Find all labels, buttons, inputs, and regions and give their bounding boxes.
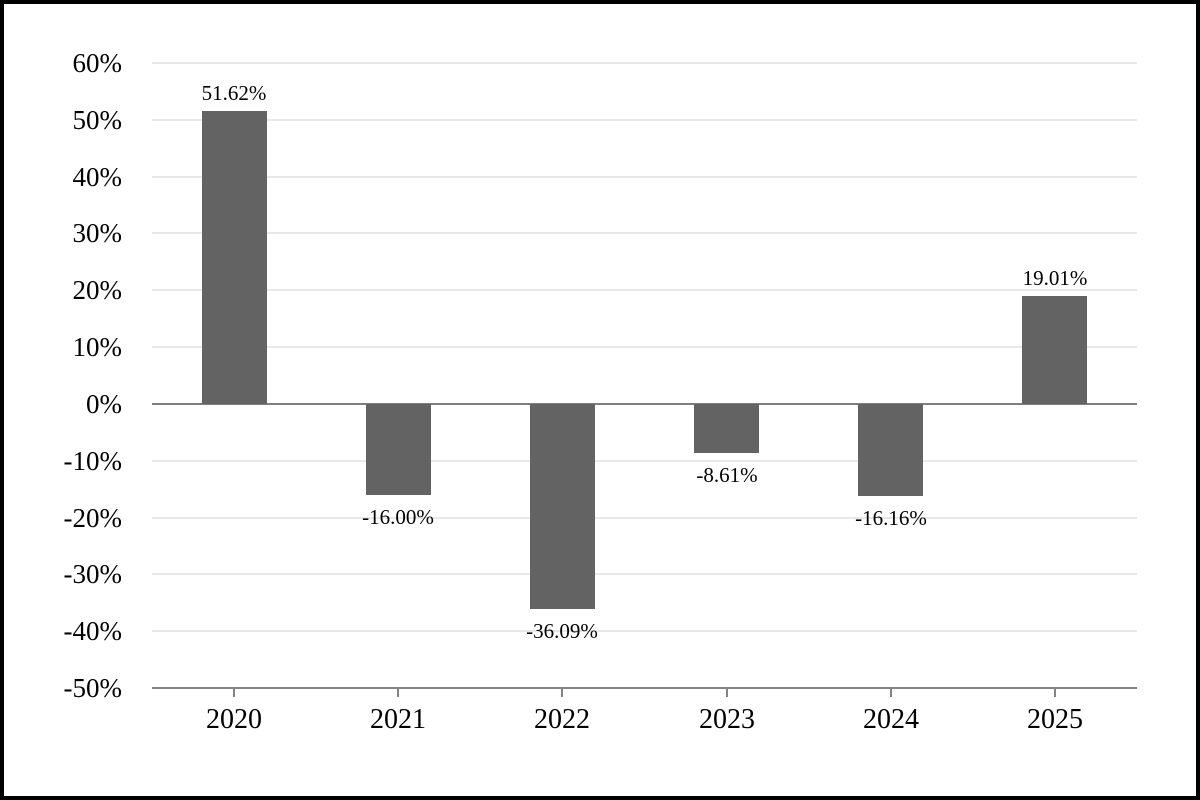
bar (530, 404, 595, 609)
bar-data-label: -8.61% (696, 463, 758, 487)
bar-data-label: -16.00% (362, 505, 434, 529)
x-axis-category-label: 2025 (1027, 704, 1083, 735)
bar-data-label: 51.62% (201, 81, 267, 105)
gridline (152, 630, 1137, 632)
zero-axis-line (152, 403, 1137, 405)
x-axis-category-label: 2022 (534, 704, 590, 735)
x-axis-tick-mark (397, 688, 399, 697)
gridline (152, 573, 1137, 575)
y-axis-tick-label: 50% (72, 105, 123, 135)
gridline (152, 346, 1137, 348)
bar (366, 404, 431, 495)
y-axis-tick-label: 60% (72, 48, 123, 78)
x-axis-tick-mark (890, 688, 892, 697)
x-axis-tick-mark (561, 688, 563, 697)
y-axis-tick-label: -40% (63, 616, 122, 646)
x-axis-category-label: 2021 (370, 704, 426, 735)
gridline (152, 119, 1137, 121)
bar (202, 111, 267, 404)
y-axis-tick-label: -10% (63, 446, 122, 476)
x-axis-category-label: 2023 (699, 704, 755, 735)
y-axis-tick-label: -30% (63, 559, 122, 589)
x-axis-tick-mark (233, 688, 235, 697)
y-axis-tick-label: -50% (63, 673, 122, 703)
x-axis-tick-mark (1054, 688, 1056, 697)
y-axis-tick-label: 10% (72, 332, 123, 362)
bar-data-label: -36.09% (526, 619, 598, 643)
bar-data-label: -16.16% (855, 506, 927, 530)
gridline (152, 460, 1137, 462)
x-axis-tick-mark (726, 688, 728, 697)
x-axis-category-label: 2024 (863, 704, 919, 735)
x-axis-category-label: 2020 (206, 704, 262, 735)
gridline (152, 62, 1137, 64)
y-axis-tick-label: 20% (72, 275, 123, 305)
y-axis-tick-label: 40% (72, 162, 123, 192)
bar-data-label: 19.01% (1022, 266, 1088, 290)
y-axis-tick-label: 0% (86, 389, 122, 419)
bar (858, 404, 923, 496)
gridline (152, 232, 1137, 234)
gridline (152, 176, 1137, 178)
gridline (152, 289, 1137, 291)
gridline (152, 517, 1137, 519)
y-axis-tick-label: 30% (72, 218, 123, 248)
bar (1022, 296, 1087, 404)
x-axis-line (152, 687, 1137, 689)
y-axis-tick-label: -20% (63, 503, 122, 533)
bar (694, 404, 759, 453)
